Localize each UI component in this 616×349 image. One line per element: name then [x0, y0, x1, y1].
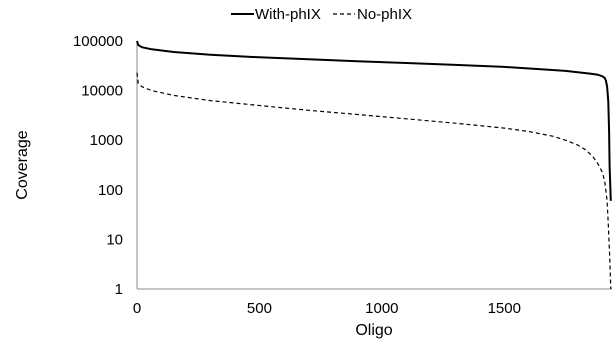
x-tick-label: 500 [247, 300, 272, 317]
y-tick-label: 10 [106, 231, 123, 248]
series-line-with-phix [136, 40, 612, 201]
x-tick-label: 1500 [488, 300, 521, 317]
x-axis-title: Oligo [355, 322, 392, 339]
x-tick-label: 0 [133, 300, 141, 317]
series-layer [136, 40, 612, 290]
y-tick-labels: 1 10 100 1000 10000 100000 [73, 33, 123, 298]
y-axis-title: Coverage [14, 130, 31, 199]
series-line-no-phix [136, 72, 612, 290]
y-tick-label: 10000 [81, 83, 123, 100]
y-tick-label: 100000 [73, 33, 123, 50]
y-tick-label: 1 [115, 281, 123, 298]
x-tick-labels: 0 500 1000 1500 [133, 300, 521, 317]
chart-legend: With-phIX No-phIX [231, 6, 412, 23]
legend-label-no-phix: No-phIX [357, 6, 412, 23]
y-tick-label: 1000 [90, 132, 123, 149]
y-tick-label: 100 [98, 182, 123, 199]
legend-label-with-phix: With-phIX [255, 6, 321, 23]
x-tick-label: 1000 [365, 300, 398, 317]
